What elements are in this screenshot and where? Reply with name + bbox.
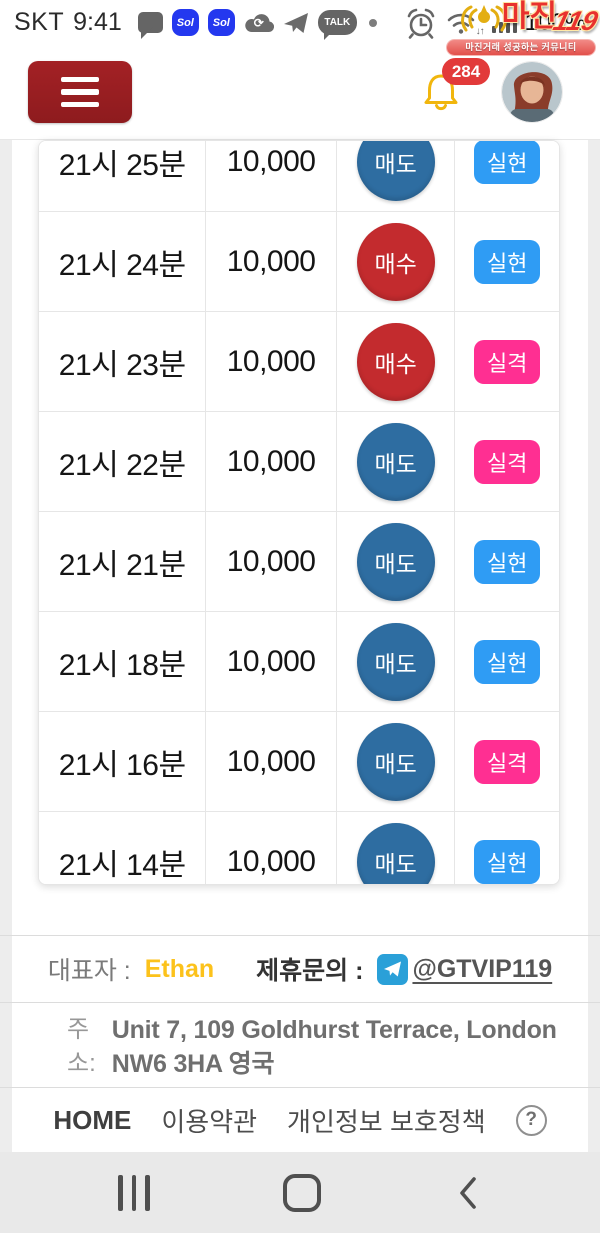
- notifications-button[interactable]: 284: [420, 58, 490, 114]
- android-nav-bar: [0, 1152, 600, 1233]
- table-row: 21시 22분 10,000 매도 실격: [39, 412, 559, 512]
- telegram-status-icon: [283, 11, 309, 35]
- table-row: 21시 14분 10,000 매도 실현: [39, 812, 559, 884]
- home-button[interactable]: [282, 1173, 321, 1212]
- profile-avatar[interactable]: [502, 62, 562, 122]
- sol-app-icon: Sol: [207, 9, 235, 36]
- menu-button[interactable]: [28, 61, 132, 123]
- footer-link-terms[interactable]: 이용약관: [161, 1106, 258, 1137]
- status-bar: SKT 9:41 Sol Sol ⟳ TALK: [0, 0, 600, 45]
- telegram-icon: [377, 953, 409, 985]
- table-row: 21시 21분 10,000 매도 실현: [39, 512, 559, 612]
- wifi-icon: ↓↑: [446, 9, 485, 37]
- divider: [0, 1002, 600, 1003]
- ceo-label: 대표자 :: [47, 957, 131, 985]
- table-row: 21시 24분 10,000 매수 실현: [39, 212, 559, 312]
- telegram-contact-link[interactable]: @GTVIP119: [377, 953, 553, 985]
- order-side-button: 매도: [356, 722, 435, 801]
- trade-time: 21시 16분: [39, 712, 207, 811]
- carrier-label: SKT: [14, 8, 65, 36]
- order-side-button: 매수: [356, 222, 435, 301]
- company-info-line: 대표자 : Ethan 제휴문의 : @GTVIP119: [12, 936, 588, 1002]
- table-row: 21시 16분 10,000 매도 실격: [39, 712, 559, 812]
- order-side-button: 매도: [356, 622, 435, 701]
- alarm-icon: [404, 6, 438, 40]
- status-right: ↓↑ 100%: [404, 6, 586, 40]
- trade-time: 21시 14분: [39, 812, 207, 884]
- result-badge: 실현: [473, 839, 541, 884]
- help-button[interactable]: ?: [515, 1104, 547, 1136]
- result-badge: 실현: [473, 539, 541, 584]
- footer-link-home[interactable]: HOME: [53, 1104, 132, 1135]
- order-side-button: 매도: [356, 141, 435, 201]
- table-row: 21시 18분 10,000 매도 실현: [39, 612, 559, 712]
- address-label: 주 소:: [67, 1016, 96, 1077]
- notification-count-badge: 284: [442, 58, 490, 85]
- status-time: 9:41: [73, 8, 122, 36]
- result-badge: 실현: [473, 239, 541, 284]
- result-badge: 실현: [473, 639, 541, 684]
- ceo-name: Ethan: [144, 954, 215, 983]
- sol-app-icon: Sol: [171, 9, 199, 36]
- app-header: 284: [0, 45, 600, 140]
- company-address: 주 소: Unit 7, 109 Goldhurst Terrace, Lond…: [12, 1003, 588, 1087]
- telegram-handle[interactable]: @GTVIP119: [412, 954, 553, 983]
- back-button[interactable]: [454, 1174, 482, 1212]
- result-badge: 실격: [473, 439, 541, 484]
- trade-table: 21시 25분 10,000 매도 실현 21시 24분 10,000 매수 실…: [39, 141, 559, 884]
- table-row: 21시 25분 10,000 매도 실현: [39, 141, 559, 212]
- result-badge: 실현: [473, 141, 541, 184]
- signal-icon: [491, 13, 517, 33]
- order-side-button: 매도: [356, 422, 435, 501]
- more-notifications-dot: [368, 18, 377, 27]
- table-row: 21시 23분 10,000 매수 실격: [39, 312, 559, 412]
- footer-nav: HOME 이용약관 개인정보 보호정책 ?: [12, 1088, 588, 1152]
- cloud-sync-icon: ⟳: [244, 11, 274, 34]
- trade-amount: 10,000: [206, 412, 337, 511]
- order-side-button: 매도: [356, 522, 435, 601]
- trade-time: 21시 24분: [39, 212, 207, 311]
- trade-history-card: 21시 25분 10,000 매도 실현 21시 24분 10,000 매수 실…: [38, 140, 560, 885]
- footer-link-privacy[interactable]: 개인정보 보호정책: [287, 1106, 486, 1137]
- trade-amount: 10,000: [206, 141, 337, 211]
- recent-apps-button[interactable]: [118, 1174, 150, 1211]
- notification-icons: Sol Sol ⟳ TALK: [137, 9, 377, 40]
- address-text: Unit 7, 109 Goldhurst Terrace, London NW…: [111, 1016, 557, 1078]
- trade-amount: 10,000: [206, 712, 337, 811]
- trade-amount: 10,000: [206, 312, 337, 411]
- result-badge: 실격: [473, 739, 541, 784]
- order-side-button: 매도: [356, 822, 435, 884]
- trade-time: 21시 22분: [39, 412, 207, 511]
- battery-level: 100%: [524, 8, 586, 36]
- trade-amount: 10,000: [206, 812, 337, 884]
- contact-label: 제휴문의 :: [256, 957, 364, 985]
- result-badge: 실격: [473, 339, 541, 384]
- trade-time: 21시 23분: [39, 312, 207, 411]
- kakaotalk-icon: TALK: [317, 10, 357, 40]
- trade-amount: 10,000: [206, 512, 337, 611]
- divider: [0, 1087, 600, 1088]
- trade-amount: 10,000: [206, 212, 337, 311]
- order-side-button: 매수: [356, 322, 435, 401]
- message-icon: [137, 12, 163, 39]
- trade-time: 21시 21분: [39, 512, 207, 611]
- trade-time: 21시 25분: [39, 141, 207, 211]
- trade-amount: 10,000: [206, 612, 337, 711]
- page-content: 21시 25분 10,000 매도 실현 21시 24분 10,000 매수 실…: [0, 140, 600, 1152]
- divider: [0, 935, 600, 936]
- trade-time: 21시 18분: [39, 612, 207, 711]
